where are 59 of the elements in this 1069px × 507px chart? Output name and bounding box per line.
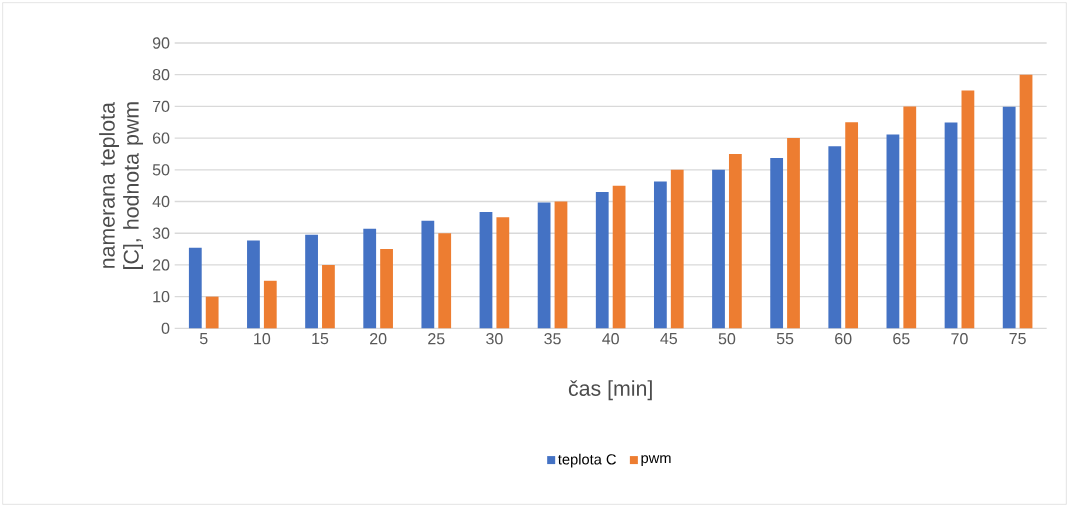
- legend-label: pwm: [641, 455, 671, 467]
- y-tick-label: 10: [153, 290, 170, 303]
- bar: [188, 247, 202, 329]
- x-tick-label: 10: [254, 333, 271, 345]
- bar: [247, 240, 260, 329]
- x-tick-label: 40: [602, 333, 619, 345]
- bar: [653, 181, 667, 329]
- x-tick-label: 35: [544, 333, 561, 345]
- bar: [944, 122, 958, 329]
- bar: [961, 90, 975, 329]
- x-tick-label: 50: [718, 333, 736, 345]
- legend-label: teplota C: [558, 453, 616, 468]
- bar: [595, 192, 609, 329]
- bar: [886, 134, 900, 329]
- y-tick-label: 80: [152, 69, 170, 81]
- bar: [728, 153, 742, 329]
- bar: [496, 217, 510, 329]
- x-tick-label: 45: [660, 333, 678, 345]
- bar: [1019, 74, 1033, 329]
- bar: [903, 106, 917, 329]
- x-tick-label: 30: [486, 333, 503, 345]
- x-tick-label: 60: [835, 333, 852, 345]
- y-tick-label: 30: [152, 227, 170, 239]
- bar: [380, 249, 393, 329]
- x-tick-label: 75: [1009, 333, 1026, 345]
- bar: [322, 264, 335, 329]
- bar: [363, 228, 377, 329]
- y-tick-label: 0: [161, 322, 170, 334]
- x-tick-label: 65: [893, 333, 910, 345]
- y-axis-title: namerana teplota [C], hodnota pwm: [99, 102, 144, 269]
- bar: [421, 220, 435, 329]
- y-tick-label: 50: [152, 164, 170, 176]
- y-tick-label: 20: [152, 259, 170, 271]
- y-tick-label: 90: [152, 37, 170, 49]
- bar: [479, 211, 493, 329]
- y-tick-label: 70: [152, 100, 170, 113]
- x-tick-label: 55: [776, 333, 794, 345]
- bar: [1002, 106, 1016, 329]
- bar: [828, 146, 842, 329]
- bar: [554, 201, 568, 329]
- bar: [205, 296, 219, 329]
- bar: [670, 169, 684, 329]
- bar: [305, 234, 318, 329]
- y-tick-label: 60: [152, 132, 170, 144]
- y-tick-label: 40: [152, 195, 170, 208]
- bar: [770, 158, 784, 329]
- bar: [263, 280, 277, 329]
- x-tick-label: 25: [428, 333, 445, 345]
- bar: [438, 233, 452, 329]
- x-tick-label: 20: [370, 333, 387, 345]
- bar: [787, 138, 800, 329]
- bar: [712, 169, 725, 329]
- x-axis-title: čas [min]: [568, 380, 652, 401]
- bar: [845, 122, 859, 329]
- bar: [537, 202, 551, 329]
- x-tick-label: 5: [199, 333, 208, 345]
- bar: [612, 185, 626, 329]
- x-tick-label: 70: [951, 333, 968, 345]
- x-tick-label: 15: [312, 333, 329, 345]
